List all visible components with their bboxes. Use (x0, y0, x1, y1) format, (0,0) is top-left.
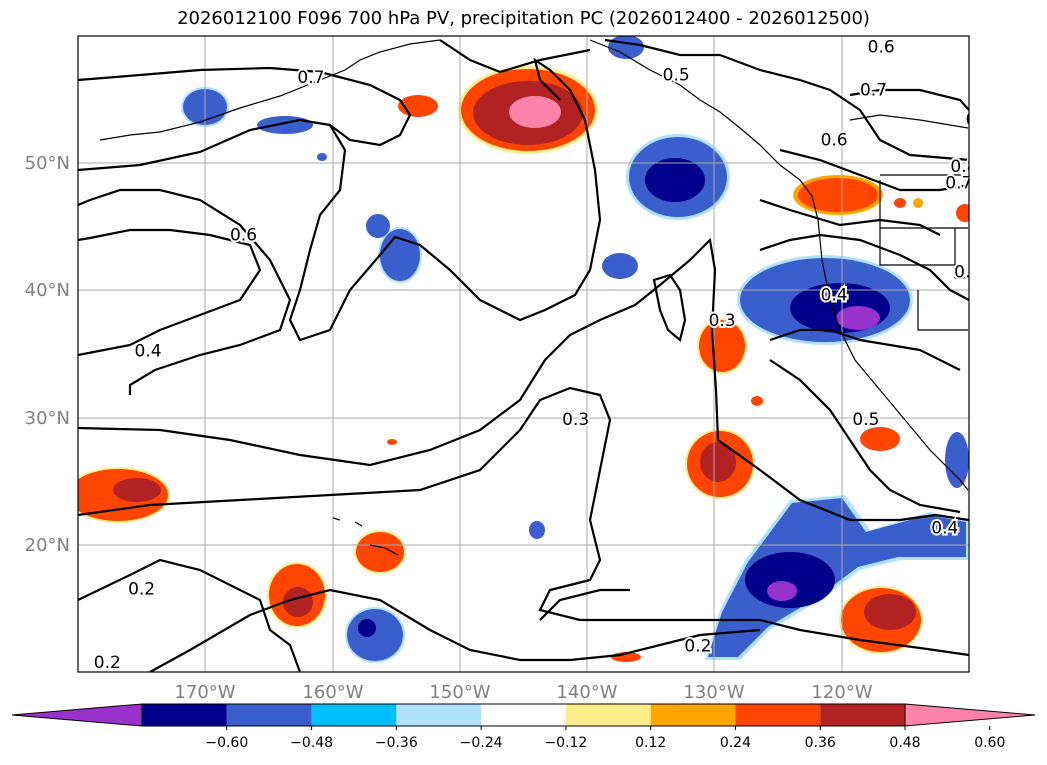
colorbar-tick-label: −0.60 (205, 735, 248, 751)
colorbar-bin (820, 704, 905, 726)
colorbar-tick-label: 0.36 (805, 735, 836, 751)
colorbar-bin (650, 704, 736, 726)
colorbar-extend-min (11, 703, 143, 727)
contour-label: 0.3 (562, 410, 589, 430)
precip-blob-negative (737, 255, 913, 345)
precip-blob-positive (685, 318, 900, 499)
colorbar-tick-label: −0.12 (544, 735, 587, 751)
contour-label: 0.7 (297, 68, 324, 88)
lon-tick-label: 140°W (556, 682, 617, 703)
colorbar-tick-label: 0.60 (974, 735, 1005, 751)
lat-tick-label: 20°N (25, 535, 70, 556)
contour-label: 0.8 (966, 110, 993, 130)
lon-tick-label: 120°W (811, 682, 872, 703)
contour-label: 0.5 (663, 65, 690, 85)
precip-blob-positive (78, 467, 170, 523)
contour-label: 0.7 (860, 81, 887, 101)
colorbar-tick-label: 0.12 (635, 735, 666, 751)
contour-label: 0.5 (852, 410, 879, 430)
contour-label: 0.2 (684, 637, 711, 657)
colorbar-extend-max (904, 703, 1036, 727)
colorbar-bin (311, 704, 397, 726)
lon-tick-label: 160°W (302, 682, 363, 703)
coastlines (99, 39, 969, 556)
contour-label: 0.7 (945, 174, 972, 194)
precip-blob-positive (458, 66, 598, 154)
contour-label: 0.4 (821, 286, 848, 306)
lon-tick-label: 130°W (683, 682, 744, 703)
colorbar-tick-label: 0.48 (889, 735, 920, 751)
colorbar-outline (141, 703, 906, 727)
contour-label: 0.4 (134, 342, 161, 362)
contour-label: 0.3 (709, 311, 736, 331)
contour-label: 0.4 (931, 518, 958, 538)
lon-tick-label: 170°W (174, 682, 235, 703)
colorbar-bin (735, 704, 821, 726)
contour-label: 0.2 (94, 653, 121, 673)
colorbar-bin (565, 704, 651, 726)
colorbar-bin (226, 704, 312, 726)
contour-labels: 0.7 0.50.60.70.60.80.80.70.60.30.40.30.40… (92, 36, 993, 673)
precip-blob-positive (267, 439, 641, 662)
map-title: 2026012100 F096 700 hPa PV, precipitatio… (177, 8, 870, 29)
colorbar-tick-label: −0.36 (375, 735, 418, 751)
precip-blob-negative (345, 521, 545, 663)
precip-blob-positive (839, 586, 923, 654)
lat-tick-label: 30°N (25, 408, 70, 429)
contour-label: 0.6 (868, 37, 895, 57)
contour-label: 0.6 (821, 130, 848, 150)
colorbar-tick-label: 0.24 (720, 735, 751, 751)
colorbar-tick-label: −0.48 (290, 735, 333, 751)
precip-blob-negative (705, 432, 969, 660)
precip-blob-negative (602, 134, 730, 279)
lat-tick-label: 50°N (25, 153, 70, 174)
contour-label: 0.8 (950, 157, 977, 177)
map-frame (77, 35, 970, 673)
pv-contours (78, 38, 969, 672)
colorbar-tick-label: −0.24 (460, 735, 503, 751)
contour-label: 0.6 (230, 226, 257, 246)
colorbar-bin (396, 704, 482, 726)
lon-tick-label: 150°W (429, 682, 490, 703)
colorbar: −0.60 −0.48 −0.36 −0.24 −0.12 0.12 0.24 0.36 0.4… (11, 703, 1036, 751)
colorbar-bin (481, 704, 566, 726)
lat-tick-label: 40°N (25, 280, 70, 301)
contour-label: 0.3 (954, 263, 981, 283)
colorbar-bin (142, 704, 227, 726)
lat-axis: 50°N 40°N 30°N 20°N (25, 153, 70, 556)
contour-label: 0.2 (128, 579, 155, 599)
precip-blob-positive (793, 175, 969, 222)
lon-axis: 170°W 160°W 150°W 140°W 130°W 120°W (174, 682, 872, 703)
